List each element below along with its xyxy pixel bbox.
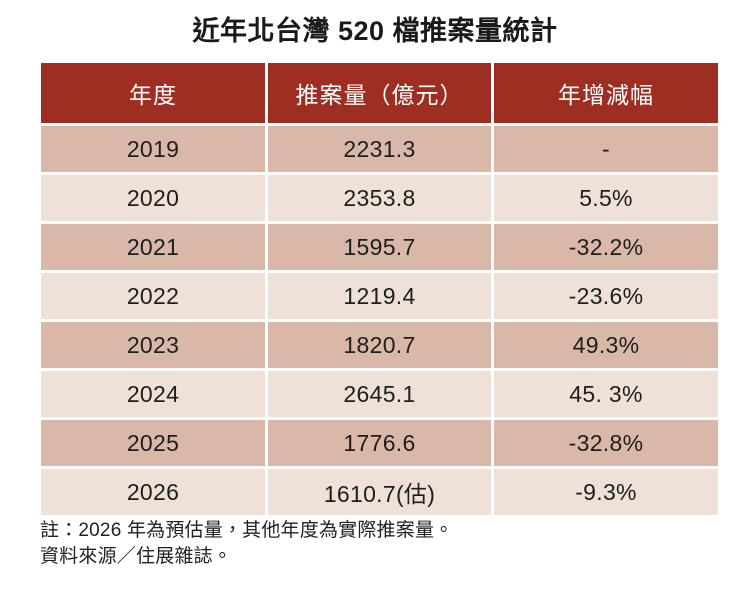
footnote-source-line: 資料來源／住展雜誌。 xyxy=(40,546,233,567)
cell-growth: -32.2% xyxy=(494,224,718,270)
statistics-table-container: 年度 推案量（億元） 年增減幅 2019 2231.3 - 2020 2353.… xyxy=(38,60,718,518)
cell-amount: 1595.7 xyxy=(268,224,491,270)
cell-year: 2024 xyxy=(41,371,265,417)
footnote: 註：2026 年為預估量，其他年度為實際推案量。 資料來源／住展雜誌。 xyxy=(40,518,453,570)
cell-growth: -32.8% xyxy=(494,420,718,466)
cell-amount: 1219.4 xyxy=(268,273,491,319)
cell-year: 2026 xyxy=(41,469,265,515)
cell-year: 2021 xyxy=(41,224,265,270)
cell-amount: 1610.7(估) xyxy=(268,469,491,515)
cell-growth: 49.3% xyxy=(494,322,718,368)
cell-amount: 2231.3 xyxy=(268,126,491,172)
cell-year: 2019 xyxy=(41,126,265,172)
cell-year: 2025 xyxy=(41,420,265,466)
cell-growth: -9.3% xyxy=(494,469,718,515)
column-header-growth: 年增減幅 xyxy=(494,63,718,123)
table-body: 2019 2231.3 - 2020 2353.8 5.5% 2021 1595… xyxy=(41,126,718,515)
statistics-table: 年度 推案量（億元） 年增減幅 2019 2231.3 - 2020 2353.… xyxy=(38,60,721,518)
table-row: 2026 1610.7(估) -9.3% xyxy=(41,469,718,515)
cell-year: 2020 xyxy=(41,175,265,221)
cell-growth: 5.5% xyxy=(494,175,718,221)
page-title: 近年北台灣 520 檔推案量統計 xyxy=(192,16,558,46)
cell-year: 2022 xyxy=(41,273,265,319)
table-row: 2021 1595.7 -32.2% xyxy=(41,224,718,270)
table-row: 2022 1219.4 -23.6% xyxy=(41,273,718,319)
table-row: 2023 1820.7 49.3% xyxy=(41,322,718,368)
table-row: 2020 2353.8 5.5% xyxy=(41,175,718,221)
column-header-amount: 推案量（億元） xyxy=(268,63,491,123)
table-row: 2019 2231.3 - xyxy=(41,126,718,172)
table-header: 年度 推案量（億元） 年增減幅 xyxy=(41,63,718,123)
table-row: 2025 1776.6 -32.8% xyxy=(41,420,718,466)
cell-growth: - xyxy=(494,126,718,172)
table-header-row: 年度 推案量（億元） 年增減幅 xyxy=(41,63,718,123)
cell-amount: 2353.8 xyxy=(268,175,491,221)
cell-amount: 2645.1 xyxy=(268,371,491,417)
cell-growth: 45. 3% xyxy=(494,371,718,417)
cell-growth: -23.6% xyxy=(494,273,718,319)
cell-amount: 1776.6 xyxy=(268,420,491,466)
footnote-note-line: 註：2026 年為預估量，其他年度為實際推案量。 xyxy=(40,520,454,541)
column-header-year: 年度 xyxy=(41,63,265,123)
cell-amount: 1820.7 xyxy=(268,322,491,368)
cell-year: 2023 xyxy=(41,322,265,368)
table-row: 2024 2645.1 45. 3% xyxy=(41,371,718,417)
